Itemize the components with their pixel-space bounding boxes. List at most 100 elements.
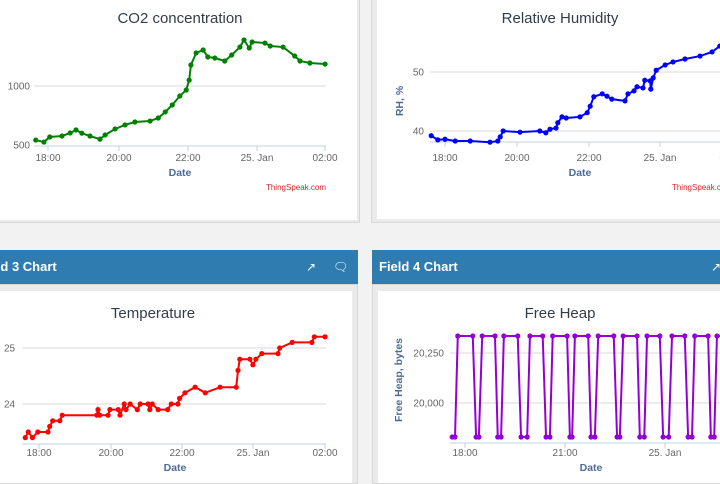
data-point[interactable] — [182, 390, 188, 396]
data-point[interactable] — [229, 52, 235, 58]
data-point[interactable] — [50, 418, 56, 424]
data-point[interactable] — [648, 86, 654, 92]
credit-link[interactable]: ThingSpeak.com — [266, 183, 326, 192]
data-point[interactable] — [587, 103, 593, 109]
data-point[interactable] — [467, 138, 473, 144]
data-point[interactable] — [657, 333, 663, 339]
data-point[interactable] — [115, 407, 121, 413]
data-point[interactable] — [183, 87, 189, 93]
data-point[interactable] — [501, 333, 507, 339]
data-point[interactable] — [188, 62, 194, 68]
data-point[interactable] — [155, 407, 161, 413]
data-point[interactable] — [97, 136, 103, 142]
external-link-icon[interactable]: ↗︎ — [711, 260, 720, 274]
data-point[interactable] — [322, 334, 328, 340]
data-point[interactable] — [277, 345, 283, 351]
data-point[interactable] — [134, 407, 140, 413]
data-point[interactable] — [121, 401, 127, 407]
data-point[interactable] — [577, 114, 583, 120]
data-point[interactable] — [500, 128, 506, 134]
data-point[interactable] — [57, 418, 63, 424]
data-point[interactable] — [45, 429, 51, 435]
data-point[interactable] — [470, 333, 476, 339]
data-point[interactable] — [518, 434, 524, 440]
data-point[interactable] — [205, 54, 211, 60]
data-point[interactable] — [653, 67, 659, 73]
data-point[interactable] — [585, 333, 591, 339]
data-point[interactable] — [666, 434, 672, 440]
data-point[interactable] — [247, 356, 253, 362]
data-point[interactable] — [193, 50, 199, 56]
data-point[interactable] — [637, 434, 643, 440]
data-point[interactable] — [307, 60, 313, 66]
data-point[interactable] — [435, 137, 441, 143]
data-point[interactable] — [604, 93, 610, 99]
data-point[interactable] — [559, 114, 565, 120]
data-point[interactable] — [553, 125, 559, 131]
data-point[interactable] — [479, 333, 485, 339]
data-point[interactable] — [149, 401, 155, 407]
data-point[interactable] — [105, 412, 111, 418]
data-point[interactable] — [41, 139, 47, 145]
comment-icon[interactable]: 🗨︎ — [333, 260, 349, 274]
data-point[interactable] — [202, 390, 208, 396]
data-point[interactable] — [609, 96, 615, 102]
data-point[interactable] — [591, 94, 597, 100]
data-point[interactable] — [527, 333, 533, 339]
data-point[interactable] — [642, 77, 648, 83]
data-point[interactable] — [249, 39, 255, 45]
data-point[interactable] — [524, 434, 530, 440]
data-point[interactable] — [259, 351, 265, 357]
data-point[interactable] — [689, 434, 695, 440]
data-point[interactable] — [641, 434, 647, 440]
data-point[interactable] — [117, 412, 123, 418]
data-point[interactable] — [237, 44, 243, 50]
data-point[interactable] — [569, 434, 575, 440]
data-point[interactable] — [246, 45, 252, 51]
data-point[interactable] — [79, 130, 85, 136]
data-point[interactable] — [168, 401, 174, 407]
data-point[interactable] — [670, 59, 676, 65]
data-point[interactable] — [640, 85, 646, 91]
data-point[interactable] — [476, 434, 482, 440]
data-point[interactable] — [492, 333, 498, 339]
data-point[interactable] — [685, 434, 691, 440]
data-point[interactable] — [555, 120, 561, 126]
data-point[interactable] — [669, 333, 675, 339]
data-point[interactable] — [599, 91, 605, 97]
data-point[interactable] — [634, 84, 640, 90]
data-point[interactable] — [177, 93, 183, 99]
data-point[interactable] — [550, 333, 556, 339]
data-point[interactable] — [122, 122, 128, 128]
data-point[interactable] — [631, 88, 637, 94]
data-point[interactable] — [547, 434, 553, 440]
data-point[interactable] — [660, 434, 666, 440]
data-point[interactable] — [682, 56, 688, 62]
data-point[interactable] — [543, 434, 549, 440]
data-point[interactable] — [547, 126, 553, 132]
data-point[interactable] — [235, 367, 241, 373]
data-point[interactable] — [592, 434, 598, 440]
data-point[interactable] — [428, 133, 434, 139]
data-point[interactable] — [177, 395, 183, 401]
data-point[interactable] — [517, 129, 523, 135]
data-point[interactable] — [309, 339, 315, 345]
data-point[interactable] — [280, 44, 286, 50]
data-point[interactable] — [217, 384, 223, 390]
data-point[interactable] — [137, 401, 143, 407]
data-point[interactable] — [452, 434, 458, 440]
data-point[interactable] — [537, 128, 543, 134]
data-point[interactable] — [322, 61, 328, 67]
data-point[interactable] — [692, 333, 698, 339]
data-point[interactable] — [47, 423, 53, 429]
data-point[interactable] — [147, 118, 153, 124]
data-point[interactable] — [175, 401, 181, 407]
data-point[interactable] — [297, 58, 303, 64]
data-point[interactable] — [292, 53, 298, 59]
data-point[interactable] — [87, 133, 93, 139]
data-point[interactable] — [155, 115, 161, 121]
data-point[interactable] — [564, 333, 570, 339]
data-point[interactable] — [241, 37, 247, 43]
data-point[interactable] — [145, 401, 151, 407]
data-point[interactable] — [662, 62, 668, 68]
